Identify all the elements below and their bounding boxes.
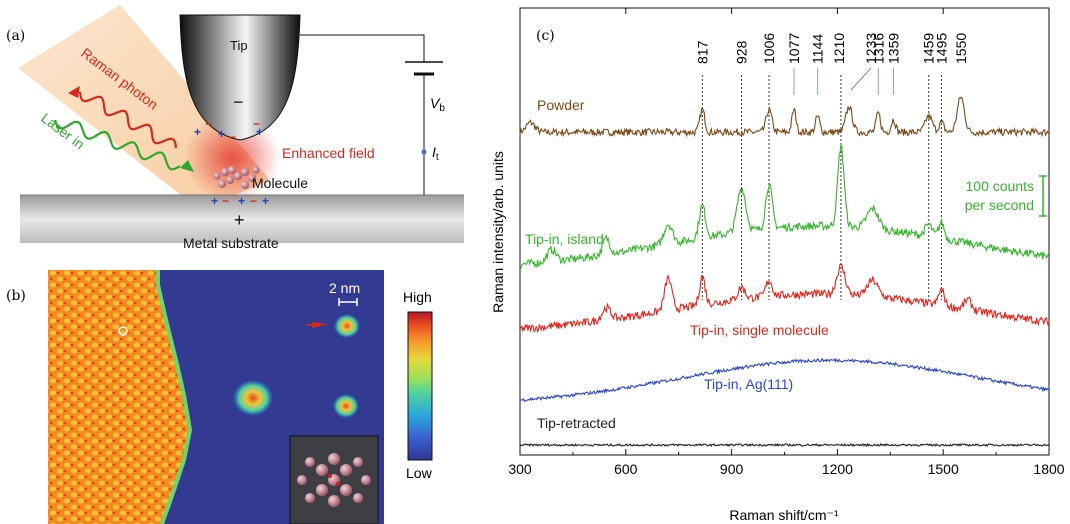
peak-label: 1495 (933, 33, 949, 64)
molecular-island (48, 270, 190, 524)
charge-plus: + (262, 194, 269, 208)
spectrum-line (519, 357, 1050, 403)
panel-c: (c) 300 600 900 1200 1500 1800 817 928 1006 1077… (490, 7, 1065, 523)
y-axis-label: Raman intensity/arb. units (490, 151, 506, 313)
substrate-label: Metal substrate (183, 235, 279, 251)
charge-plus: + (256, 125, 263, 139)
tip-position-marker (118, 326, 128, 336)
peak-leader (850, 67, 872, 91)
x-tick-label: 600 (614, 461, 638, 477)
stm-tip (179, 14, 301, 141)
x-tick-label: 900 (720, 461, 744, 477)
tip-label: Tip (230, 38, 248, 53)
series-label: Tip-in, island (525, 231, 604, 247)
series-label: Tip-retracted (537, 415, 616, 431)
tunnel-current-label: It (432, 144, 439, 163)
spectrum-line (519, 442, 1050, 448)
x-tick-label: 1200 (822, 461, 853, 477)
spectrum-line (519, 144, 1050, 270)
peak-guide-lines (701, 75, 942, 300)
molecule-model-icon (297, 453, 371, 507)
enhanced-field-glow (184, 114, 280, 202)
charge-minus: − (205, 117, 212, 131)
charge-minus: − (253, 117, 260, 131)
peak-label: 1233 (863, 33, 879, 64)
current-meter-dot (421, 149, 427, 155)
x-axis: 300 600 900 1200 1500 1800 (508, 8, 1065, 477)
tip-minus-sign: − (233, 92, 244, 112)
peak-label: 1550 (953, 33, 969, 64)
charge-minus: − (250, 194, 257, 208)
molecule-icon (213, 166, 260, 189)
panel-a-label: (a) (6, 28, 25, 44)
bias-circuit (300, 34, 443, 195)
scale-bar-label: 2 nm (329, 280, 360, 296)
red-arrow-marker (312, 322, 328, 328)
peak-label: 1316 (870, 33, 886, 64)
charge-minus: − (222, 194, 229, 208)
x-axis-label: Raman shift/cm⁻¹ (729, 507, 839, 523)
single-molecule-marked (334, 314, 360, 338)
panel-b-label: (b) (6, 288, 26, 304)
enhanced-field-label: Enhanced field (282, 145, 375, 161)
series-label: Tip-in, Ag(111) (704, 376, 793, 392)
peak-label: 1006 (761, 33, 777, 64)
substrate-charges: + + + − − (211, 194, 269, 208)
molecule-label: Molecule (252, 175, 308, 191)
colorbar-low-label: Low (406, 465, 433, 481)
scale-text-line1: 100 counts (966, 178, 1035, 194)
laser-in-wave (53, 119, 194, 172)
peak-label: 817 (694, 40, 710, 64)
substrate-plus-sign: + (234, 210, 245, 230)
charge-plus: + (238, 194, 245, 208)
panel-c-label: (c) (536, 28, 555, 44)
peak-label: 928 (733, 40, 749, 64)
charge-plus: + (211, 194, 218, 208)
spectra (519, 96, 1050, 448)
colorbar (407, 311, 433, 461)
single-molecule (333, 394, 359, 418)
series-label: Powder (537, 97, 585, 113)
intensity-scale-bar: 100 counts per second (965, 175, 1047, 217)
spectrum-line (520, 263, 1050, 333)
peak-label: 1359 (885, 33, 901, 64)
x-tick-label: 1800 (1033, 461, 1064, 477)
island-edge (156, 270, 193, 524)
charge-plus: + (218, 127, 225, 141)
charge-minus: − (229, 130, 236, 144)
series-label: Tip-in, single molecule (690, 322, 829, 338)
peak-label: 1077 (786, 33, 802, 64)
panel-a: (a) Tip − − − − + + + Molecule (6, 5, 464, 251)
metal-substrate (20, 195, 464, 243)
scale-bar (338, 298, 358, 306)
tip-charges: − − − + + + (194, 117, 263, 144)
x-tick-label: 1500 (928, 461, 959, 477)
peak-label: 1459 (921, 33, 937, 64)
charge-plus: + (194, 125, 201, 139)
panel-b: (b) 2 nm High Low (6, 270, 433, 524)
peak-label: 1144 (810, 34, 826, 64)
series-labels: Powder Tip-in, island Tip-in, single molec… (525, 97, 829, 431)
x-tick-label: 300 (508, 461, 532, 477)
scale-text-line2: per second (965, 197, 1034, 213)
raman-photon-wave (68, 86, 178, 149)
peak-label: 1210 (831, 33, 847, 64)
bias-voltage-label: Vb (430, 95, 445, 114)
molecule-cluster (233, 380, 273, 416)
spectrum-line (519, 96, 1050, 138)
colorbar-high-label: High (403, 289, 432, 305)
